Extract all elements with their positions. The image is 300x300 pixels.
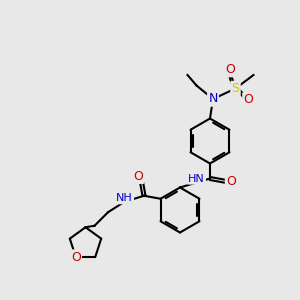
Text: HN: HN — [188, 173, 205, 184]
Text: O: O — [225, 63, 235, 76]
Text: NH: NH — [116, 193, 133, 203]
Text: S: S — [232, 82, 239, 95]
Text: O: O — [133, 170, 143, 183]
Text: N: N — [208, 92, 218, 106]
Text: O: O — [226, 175, 236, 188]
Text: O: O — [71, 250, 81, 264]
Text: O: O — [244, 93, 253, 106]
